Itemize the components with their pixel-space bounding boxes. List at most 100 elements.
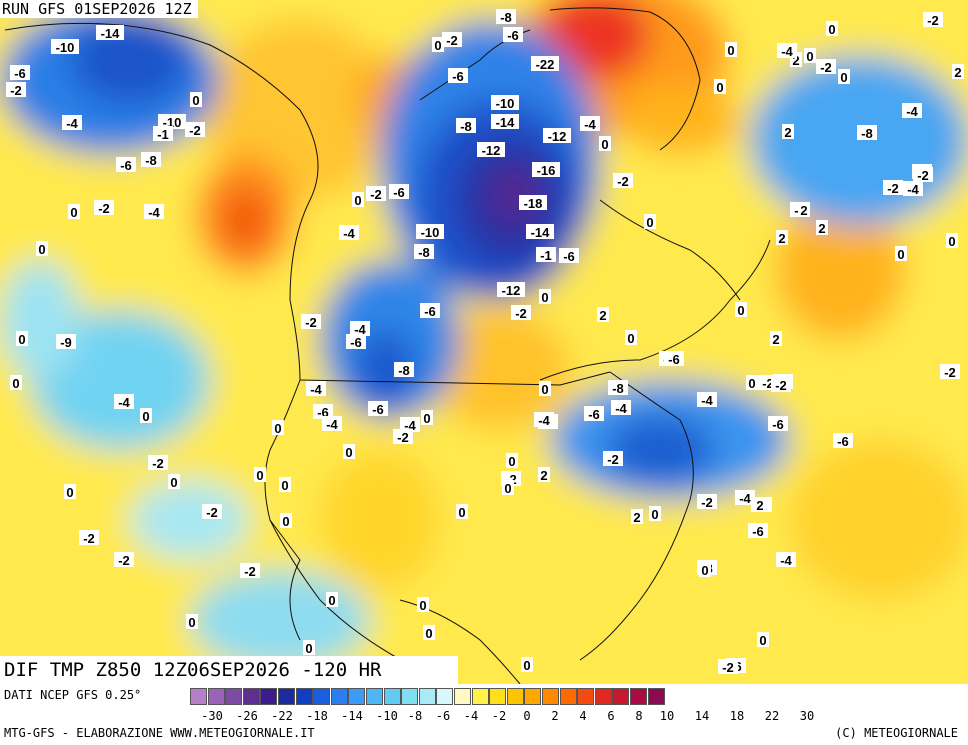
contour-label: -2 xyxy=(607,452,619,467)
contour-label: -16 xyxy=(537,163,556,178)
contour-label-bg xyxy=(539,381,551,396)
contour-label-bg xyxy=(140,408,152,423)
contour-label: 2 xyxy=(633,510,640,525)
contour-label-bg xyxy=(532,162,560,177)
contour-label-bg xyxy=(644,214,656,229)
colorbar-tick-label: -2 xyxy=(491,709,507,723)
contour-label-bg xyxy=(697,392,717,407)
contour-label-bg xyxy=(699,562,711,577)
colorbar-tick-label: -30 xyxy=(201,709,223,723)
contour-label: -6 xyxy=(772,417,784,432)
contour-label-bg xyxy=(144,204,164,219)
contour-label-bg xyxy=(491,114,519,129)
contour-label: -6 xyxy=(668,352,680,367)
contour-label-bg xyxy=(168,474,180,489)
colorbar-swatch xyxy=(278,688,295,705)
contour-label: -2 xyxy=(944,365,956,380)
contour-label: 2 xyxy=(954,65,961,80)
contour-label: 0 xyxy=(508,454,515,469)
contour-label: -6 xyxy=(372,402,384,417)
contour-label-bg xyxy=(6,82,26,97)
contour-label: 0 xyxy=(759,633,766,648)
contour-label-bg xyxy=(313,404,333,419)
contour-label: 2 xyxy=(756,498,763,513)
contour-label: 0 xyxy=(142,409,149,424)
contour-label: 2 xyxy=(792,53,799,68)
contour-label-bg xyxy=(580,116,600,131)
contour-label: 0 xyxy=(423,411,430,426)
contour-label-bg xyxy=(584,406,604,421)
contour-label: -2 xyxy=(10,83,22,98)
contour-label-bg xyxy=(714,79,726,94)
contour-label: -6 xyxy=(752,524,764,539)
contour-label-bg xyxy=(339,225,359,240)
colorbar-tick-label: 30 xyxy=(799,709,815,723)
colorbar-tick-label: 18 xyxy=(729,709,745,723)
contour-label: -4 xyxy=(354,322,366,337)
contour-label-bg xyxy=(952,64,964,79)
contour-label: 0 xyxy=(948,234,955,249)
colorbar-swatch xyxy=(225,688,243,705)
contour-label-bg xyxy=(857,125,877,140)
contour-label-bg xyxy=(776,552,796,567)
contour-label-bg xyxy=(190,92,202,107)
contour-label-bg xyxy=(279,477,291,492)
contour-label: 0 xyxy=(354,193,361,208)
contour-label: -8 xyxy=(612,381,624,396)
contour-label: -4 xyxy=(615,401,627,416)
contour-label-bg xyxy=(94,200,114,215)
contour-label-bg xyxy=(754,497,766,512)
contour-label: -2 xyxy=(887,181,899,196)
colorbar-tick-label: -6 xyxy=(435,709,451,723)
contour-label: -8 xyxy=(861,126,873,141)
contour-label: -4 xyxy=(66,116,78,131)
contour-label: -2 xyxy=(722,660,734,675)
credit-right: (C) METEOGIORNALE xyxy=(835,726,958,740)
contour-label: -2 xyxy=(83,531,95,546)
contour-label: 0 xyxy=(458,505,465,520)
contour-label-bg xyxy=(611,400,631,415)
colorbar-swatch xyxy=(260,688,278,705)
contour-label-bg xyxy=(497,282,525,297)
contour-label: -2 xyxy=(98,201,110,216)
colorbar-swatch xyxy=(471,688,489,705)
contour-label-bg xyxy=(946,233,958,248)
contour-label: 2 xyxy=(599,308,606,323)
contour-label-bg xyxy=(725,42,737,57)
contour-label: -2 xyxy=(189,123,201,138)
contour-label-bg xyxy=(416,224,444,239)
contour-label: -6 xyxy=(588,407,600,422)
contour-label: 2 xyxy=(784,125,791,140)
contour-label: 0 xyxy=(701,563,708,578)
contour-label-bg xyxy=(631,509,643,524)
colorbar-swatch xyxy=(418,688,436,705)
contour-label: 0 xyxy=(256,468,263,483)
contour-label: -8 xyxy=(460,119,472,134)
contour-label: 0 xyxy=(727,43,734,58)
contour-label-bg xyxy=(368,401,388,416)
contour-label-bg xyxy=(777,43,797,58)
contour-label-bg xyxy=(543,128,571,143)
colorbar-swatch xyxy=(594,688,612,705)
contour-label-bg xyxy=(718,659,738,674)
contour-label: -2 xyxy=(820,60,832,75)
contour-label: 0 xyxy=(282,514,289,529)
contour-label: -14 xyxy=(531,225,551,240)
contour-label-bg xyxy=(771,377,791,392)
contour-label-bg xyxy=(503,27,523,42)
contour-label-bg xyxy=(322,416,342,431)
contour-label: 2 xyxy=(772,332,779,347)
contour-label: -4 xyxy=(907,182,919,197)
colorbar-tick-label: 2 xyxy=(551,709,559,723)
contour-label: -2 xyxy=(775,378,787,393)
contour-label: -4 xyxy=(739,491,751,506)
contour-label-bg xyxy=(477,142,505,157)
contour-label-bg xyxy=(389,184,409,199)
contour-label-bg xyxy=(804,48,816,63)
contour-label-bg xyxy=(141,152,161,167)
contour-label-bg xyxy=(883,180,903,195)
contour-label: 0 xyxy=(170,475,177,490)
contour-label-bg xyxy=(432,37,444,52)
contour-label: -2 xyxy=(701,495,713,510)
colorbar-swatch xyxy=(612,688,630,705)
